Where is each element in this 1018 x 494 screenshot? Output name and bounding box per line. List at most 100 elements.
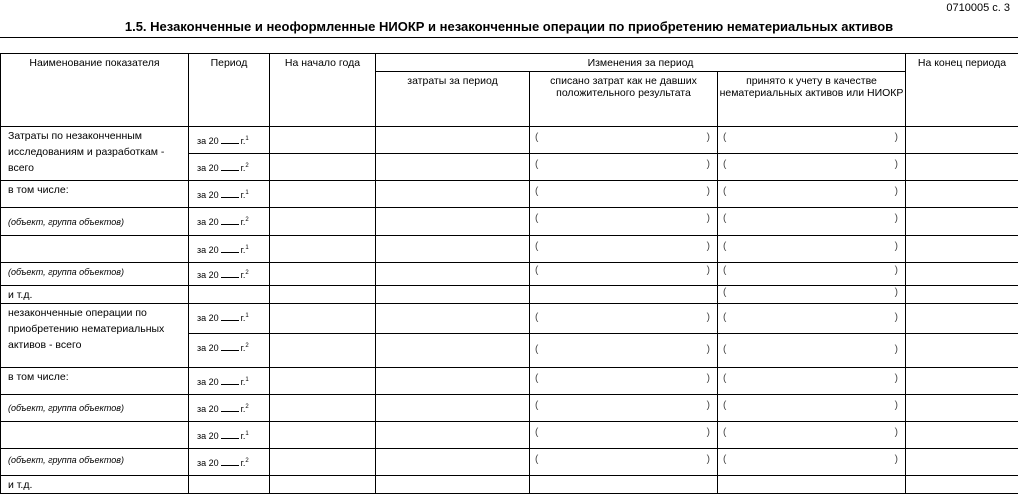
end-cell[interactable] <box>906 286 1018 304</box>
written-off-cell[interactable]: () <box>530 334 718 368</box>
period-cell[interactable] <box>189 476 270 494</box>
costs-cell[interactable] <box>376 334 530 368</box>
written-off-cell[interactable]: () <box>530 368 718 395</box>
end-cell[interactable] <box>906 395 1018 422</box>
written-off-cell[interactable]: () <box>530 263 718 286</box>
costs-cell[interactable] <box>376 449 530 476</box>
year-blank[interactable] <box>221 160 239 171</box>
costs-cell[interactable] <box>376 236 530 263</box>
accepted-cell[interactable]: () <box>718 422 906 449</box>
year-blank[interactable] <box>221 455 239 466</box>
accepted-cell[interactable]: () <box>718 368 906 395</box>
costs-cell[interactable] <box>376 208 530 236</box>
row-label-etc: и т.д. <box>1 286 189 304</box>
accepted-cell[interactable]: () <box>718 154 906 181</box>
start-cell[interactable] <box>270 422 376 449</box>
written-off-cell[interactable]: () <box>530 236 718 263</box>
start-cell[interactable] <box>270 263 376 286</box>
close-bracket: ) <box>707 186 710 197</box>
accepted-cell[interactable]: () <box>718 334 906 368</box>
costs-cell[interactable] <box>376 395 530 422</box>
start-cell[interactable] <box>270 154 376 181</box>
year-blank[interactable] <box>221 187 239 198</box>
costs-cell[interactable] <box>376 263 530 286</box>
end-cell[interactable] <box>906 449 1018 476</box>
year-blank[interactable] <box>221 242 239 253</box>
costs-cell[interactable] <box>376 368 530 395</box>
start-cell[interactable] <box>270 208 376 236</box>
start-cell[interactable] <box>270 334 376 368</box>
end-cell[interactable] <box>906 236 1018 263</box>
end-cell[interactable] <box>906 208 1018 236</box>
accepted-cell[interactable] <box>718 476 906 494</box>
start-cell[interactable] <box>270 395 376 422</box>
end-cell[interactable] <box>906 154 1018 181</box>
end-cell[interactable] <box>906 422 1018 449</box>
end-cell[interactable] <box>906 127 1018 154</box>
accepted-cell[interactable]: () <box>718 236 906 263</box>
year-blank[interactable] <box>221 214 239 225</box>
year-blank[interactable] <box>221 340 239 351</box>
year-blank[interactable] <box>221 428 239 439</box>
written-off-cell[interactable]: () <box>530 181 718 208</box>
accepted-cell[interactable]: () <box>718 449 906 476</box>
period-cell[interactable] <box>189 286 270 304</box>
year-blank[interactable] <box>221 310 239 321</box>
year-blank[interactable] <box>221 401 239 412</box>
period-prefix: за 20 <box>197 377 219 387</box>
start-cell[interactable] <box>270 236 376 263</box>
written-off-cell[interactable]: () <box>530 395 718 422</box>
start-cell[interactable] <box>270 304 376 334</box>
start-cell[interactable] <box>270 181 376 208</box>
open-bracket: ( <box>723 344 726 355</box>
costs-cell[interactable] <box>376 154 530 181</box>
start-cell[interactable] <box>270 449 376 476</box>
accepted-cell[interactable]: () <box>718 286 906 304</box>
end-cell[interactable] <box>906 368 1018 395</box>
end-cell[interactable] <box>906 476 1018 494</box>
end-cell[interactable] <box>906 304 1018 334</box>
costs-cell[interactable] <box>376 422 530 449</box>
written-off-cell[interactable]: () <box>530 449 718 476</box>
year-blank[interactable] <box>221 133 239 144</box>
end-cell[interactable] <box>906 334 1018 368</box>
accepted-cell[interactable]: () <box>718 263 906 286</box>
year-blank[interactable] <box>221 267 239 278</box>
accepted-cell[interactable]: () <box>718 181 906 208</box>
accepted-cell[interactable]: () <box>718 127 906 154</box>
costs-cell[interactable] <box>376 476 530 494</box>
costs-cell[interactable] <box>376 286 530 304</box>
written-off-cell[interactable]: () <box>530 208 718 236</box>
accepted-cell[interactable]: () <box>718 208 906 236</box>
costs-cell[interactable] <box>376 181 530 208</box>
costs-cell[interactable] <box>376 127 530 154</box>
start-cell[interactable] <box>270 127 376 154</box>
end-cell[interactable] <box>906 263 1018 286</box>
start-cell[interactable] <box>270 368 376 395</box>
start-cell[interactable] <box>270 286 376 304</box>
written-off-cell[interactable] <box>530 286 718 304</box>
written-off-cell[interactable] <box>530 476 718 494</box>
written-off-cell[interactable]: () <box>530 304 718 334</box>
costs-cell[interactable] <box>376 304 530 334</box>
accepted-cell[interactable]: () <box>718 395 906 422</box>
start-cell[interactable] <box>270 476 376 494</box>
accepted-cell[interactable]: () <box>718 304 906 334</box>
end-cell[interactable] <box>906 181 1018 208</box>
written-off-cell[interactable]: () <box>530 154 718 181</box>
year-blank[interactable] <box>221 374 239 385</box>
written-off-cell[interactable]: () <box>530 422 718 449</box>
written-off-cell[interactable]: () <box>530 127 718 154</box>
